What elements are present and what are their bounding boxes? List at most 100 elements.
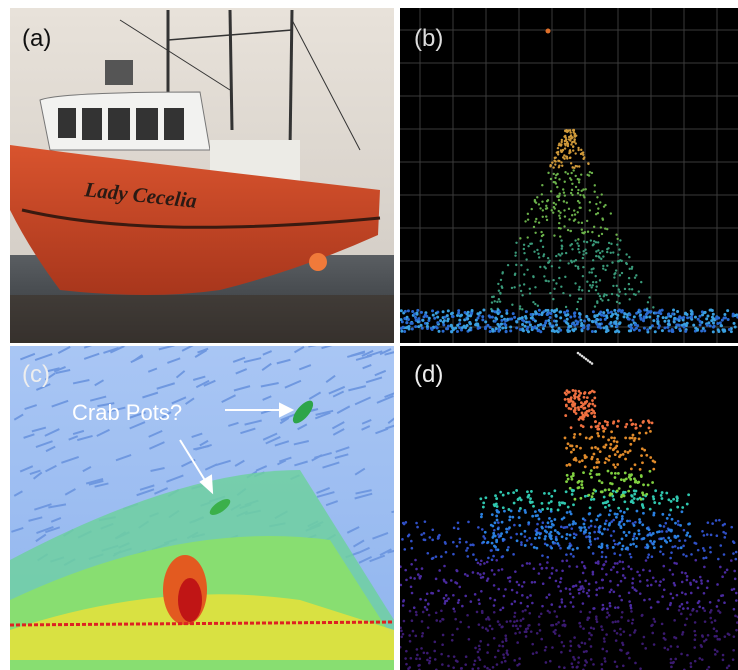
point bbox=[633, 532, 636, 535]
point bbox=[550, 178, 552, 180]
point bbox=[540, 638, 543, 641]
point bbox=[593, 226, 595, 228]
point bbox=[715, 519, 718, 522]
point bbox=[468, 321, 471, 324]
point bbox=[538, 221, 540, 223]
point bbox=[603, 496, 606, 499]
point bbox=[508, 519, 511, 522]
point bbox=[507, 492, 510, 495]
point bbox=[616, 450, 619, 453]
point bbox=[603, 314, 606, 317]
point bbox=[572, 131, 574, 133]
point bbox=[714, 649, 717, 652]
point bbox=[610, 436, 613, 439]
point bbox=[588, 583, 591, 586]
point bbox=[614, 466, 617, 469]
point bbox=[669, 529, 672, 532]
point bbox=[468, 329, 471, 332]
point bbox=[674, 536, 677, 539]
point bbox=[519, 507, 522, 510]
point bbox=[560, 144, 562, 146]
point bbox=[421, 635, 424, 638]
point bbox=[516, 581, 519, 584]
point bbox=[550, 531, 553, 534]
point bbox=[571, 662, 574, 665]
point bbox=[728, 328, 731, 331]
point bbox=[703, 329, 706, 332]
point bbox=[538, 309, 541, 312]
point bbox=[491, 328, 494, 331]
point bbox=[538, 518, 541, 521]
point bbox=[505, 637, 508, 640]
point bbox=[529, 292, 531, 294]
point bbox=[454, 581, 457, 584]
point bbox=[646, 584, 649, 587]
point bbox=[619, 239, 621, 241]
point bbox=[682, 318, 685, 321]
point bbox=[602, 265, 604, 267]
point bbox=[524, 325, 527, 328]
point bbox=[556, 615, 559, 618]
point bbox=[618, 455, 621, 458]
point bbox=[476, 312, 479, 315]
point bbox=[532, 327, 535, 330]
point bbox=[547, 199, 549, 201]
point bbox=[577, 211, 579, 213]
point bbox=[597, 537, 600, 540]
point bbox=[586, 220, 588, 222]
point bbox=[417, 317, 420, 320]
point bbox=[560, 651, 563, 654]
point bbox=[597, 325, 600, 328]
point bbox=[431, 528, 434, 531]
point bbox=[624, 436, 627, 439]
point bbox=[520, 533, 523, 536]
point bbox=[627, 318, 630, 321]
point bbox=[620, 478, 623, 481]
point bbox=[570, 162, 572, 164]
point bbox=[638, 518, 641, 521]
point bbox=[534, 581, 537, 584]
point bbox=[524, 315, 527, 318]
point bbox=[663, 632, 666, 635]
point bbox=[626, 520, 629, 523]
point bbox=[488, 314, 491, 317]
point bbox=[544, 649, 547, 652]
point bbox=[580, 526, 583, 529]
point bbox=[597, 241, 599, 243]
point bbox=[522, 610, 525, 613]
point bbox=[568, 565, 571, 568]
point bbox=[579, 447, 582, 450]
point bbox=[407, 318, 410, 321]
point bbox=[613, 437, 616, 440]
point bbox=[452, 315, 455, 318]
point bbox=[633, 315, 636, 318]
point bbox=[636, 498, 639, 501]
point bbox=[614, 476, 617, 479]
point bbox=[581, 459, 584, 462]
point bbox=[550, 495, 553, 498]
point bbox=[479, 658, 482, 661]
point bbox=[502, 506, 505, 509]
point bbox=[592, 607, 595, 610]
point bbox=[534, 220, 536, 222]
point bbox=[712, 317, 715, 320]
point bbox=[405, 321, 408, 324]
point bbox=[539, 323, 542, 326]
point bbox=[414, 325, 417, 328]
point bbox=[537, 305, 539, 307]
point bbox=[609, 602, 612, 605]
point bbox=[584, 664, 587, 667]
point bbox=[560, 149, 562, 151]
point bbox=[531, 643, 534, 646]
point bbox=[621, 515, 624, 518]
point bbox=[627, 619, 630, 622]
point bbox=[546, 507, 549, 510]
point bbox=[424, 313, 427, 316]
point bbox=[420, 311, 423, 314]
point bbox=[603, 528, 606, 531]
point bbox=[402, 604, 405, 607]
point bbox=[643, 449, 646, 452]
point bbox=[642, 512, 645, 515]
point bbox=[678, 328, 681, 331]
point bbox=[424, 606, 427, 609]
